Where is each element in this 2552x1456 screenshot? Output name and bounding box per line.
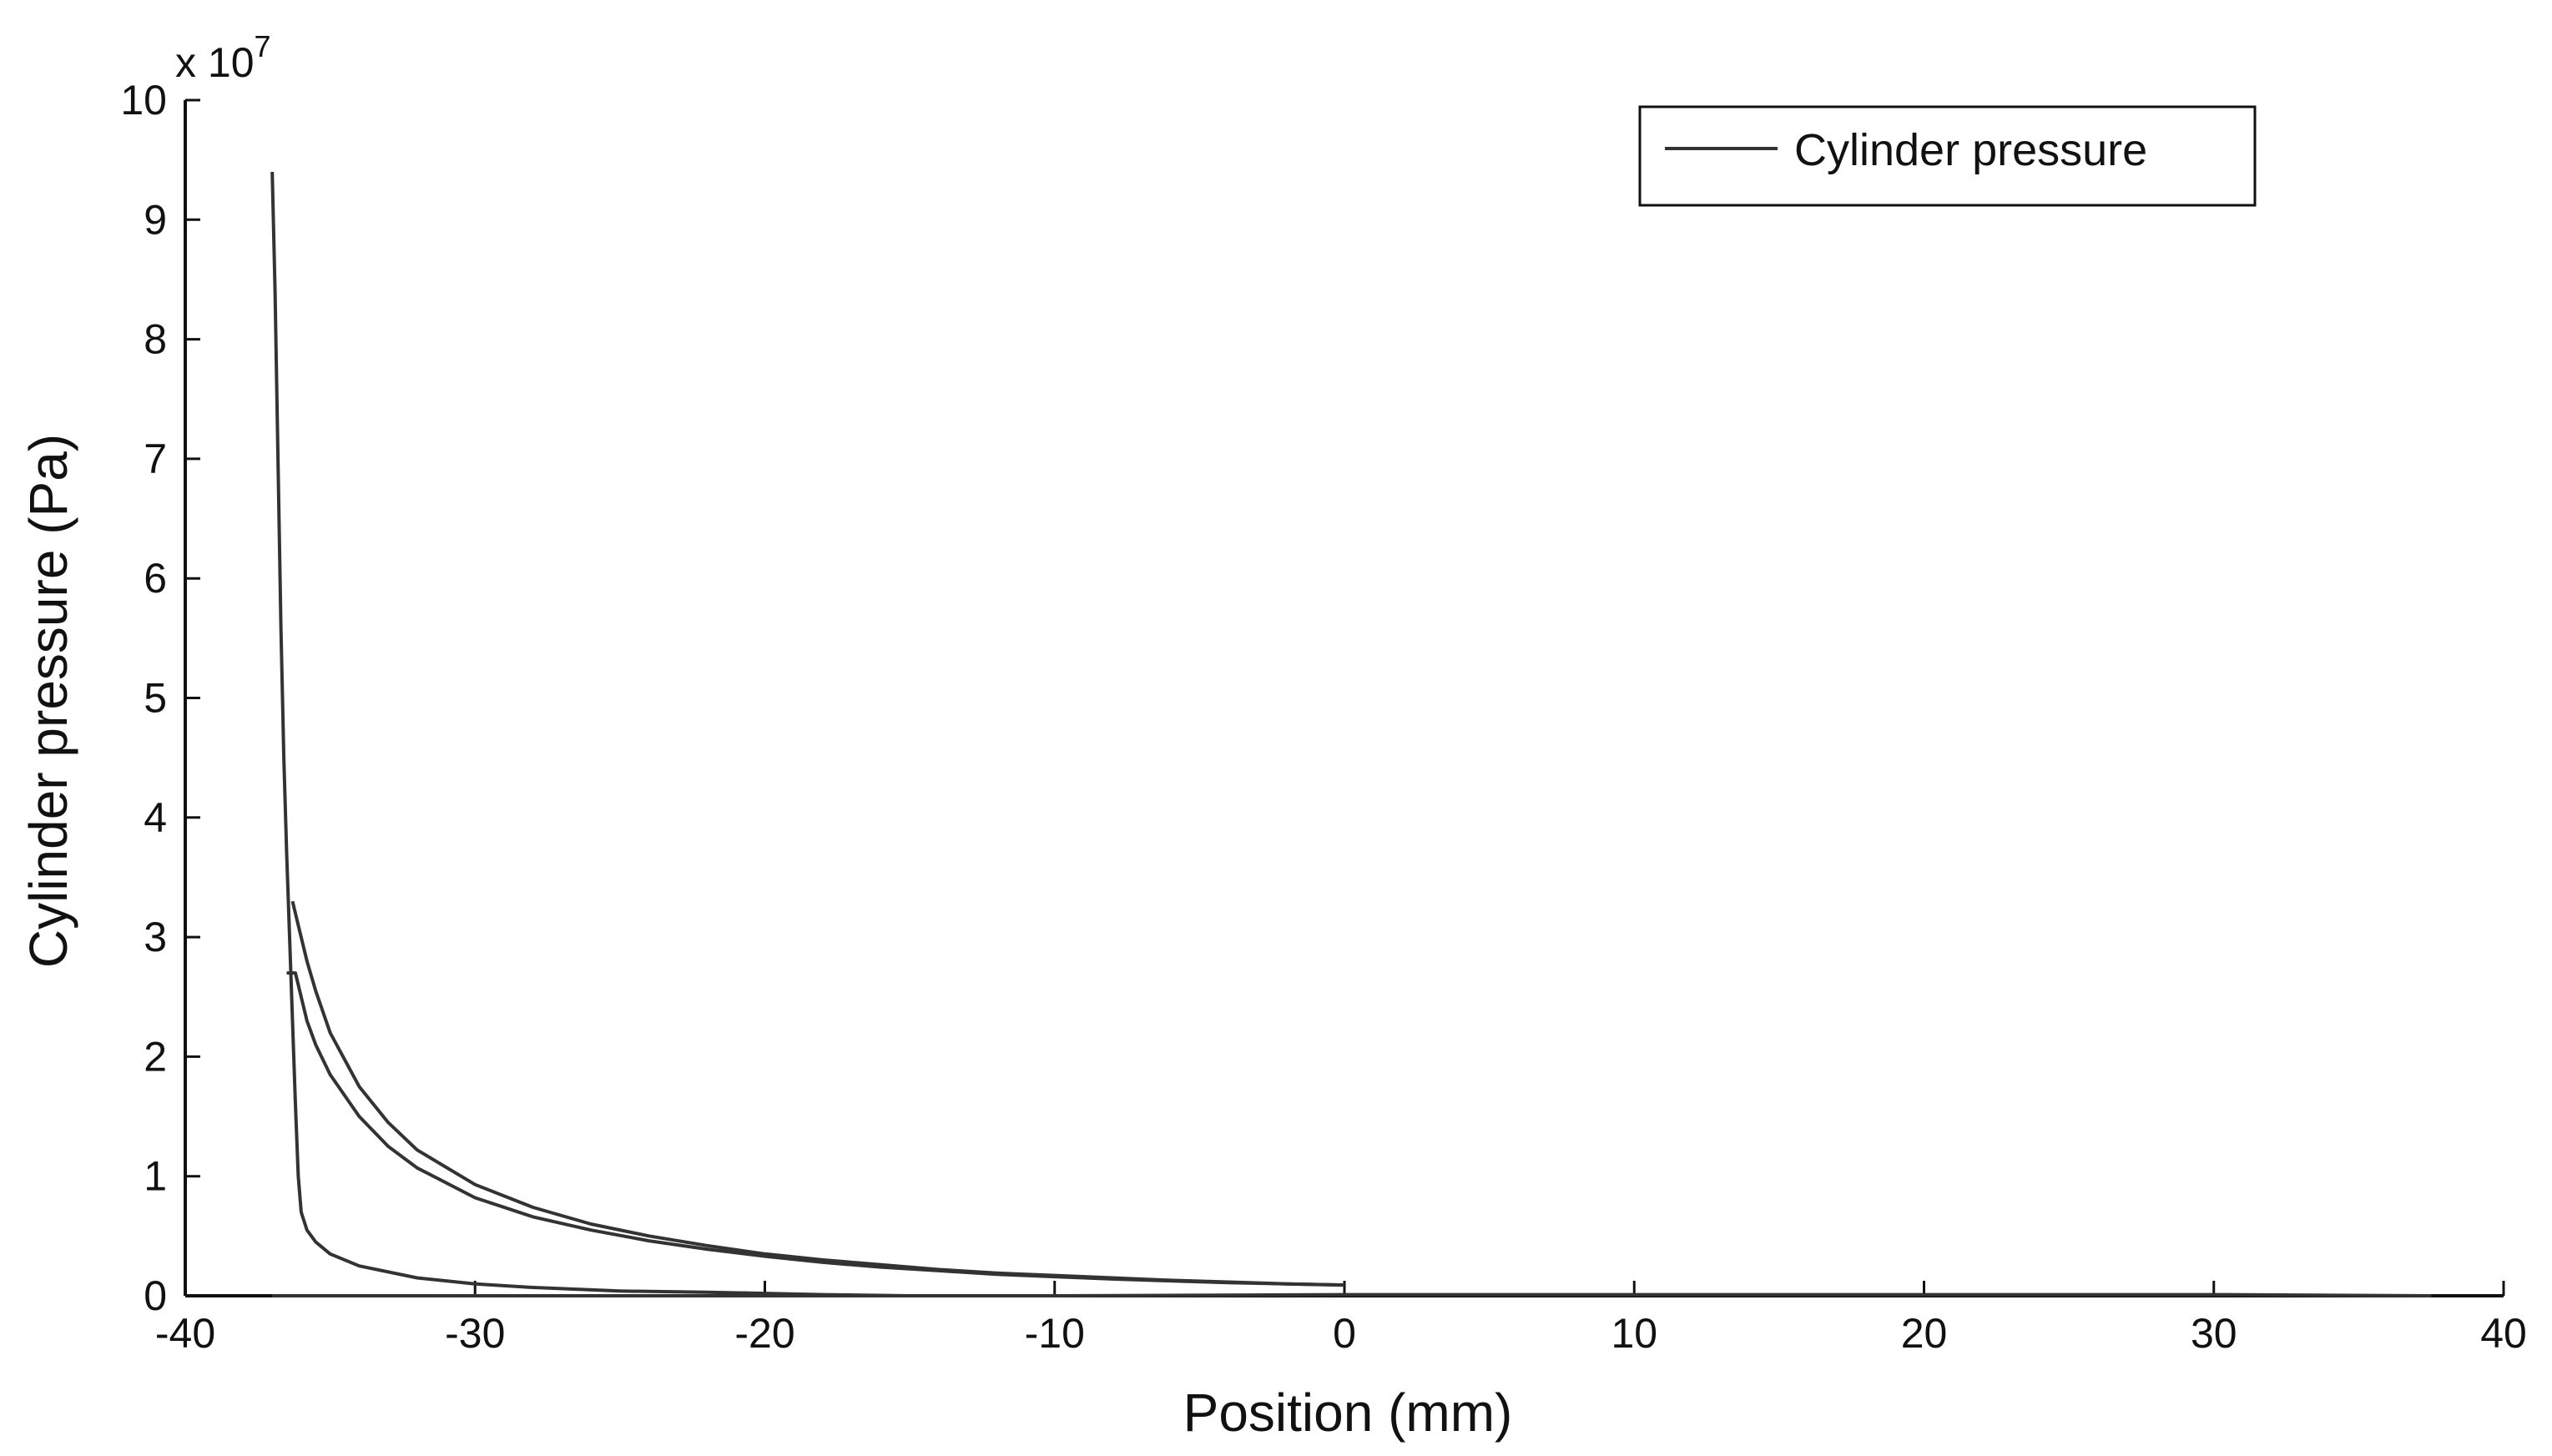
series-group [270,171,2432,1297]
legend-label: Cylinder pressure [1794,125,2147,175]
y-tick-label: 2 [144,1033,167,1080]
y-ticks: 0 1 2 3 4 5 6 7 8 9 10 [120,77,200,1319]
series-line [270,171,910,1297]
series-line [290,900,1345,1287]
legend-box [1638,105,2257,207]
x-ticks: -40 -30 -20 -10 0 10 20 30 40 [155,1281,2527,1357]
y-tick-label: 10 [120,77,167,123]
y-tick-label: 8 [144,316,167,363]
x-tick-label: 30 [2191,1310,2237,1357]
x-tick-label: -10 [1025,1310,1085,1357]
x-axis-title: Position (mm) [1183,1383,1513,1443]
x-tick-label: 20 [1901,1310,1948,1357]
y-tick-label: 7 [144,436,167,482]
y-tick-label: 1 [144,1153,167,1200]
series-line [272,1292,2432,1297]
x-tick-label: 0 [1333,1310,1356,1357]
series-line [286,971,1345,1287]
legend: Cylinder pressure [1638,105,2257,207]
y-tick-label: 9 [144,196,167,243]
x-tick-label: -20 [734,1310,794,1357]
y-axis-exponent-label: x 107 [175,29,271,86]
x-tick-label: -40 [155,1310,215,1357]
y-exponent-power: 7 [255,29,271,63]
y-tick-label: 3 [144,914,167,960]
x-tick-label: 10 [1611,1310,1657,1357]
x-tick-label: -30 [445,1310,505,1357]
plot-area: -40 -30 -20 -10 0 10 20 30 40 0 1 2 3 4 5 6 7 8 9 10 [120,77,2526,1357]
y-tick-label: 5 [144,675,167,722]
y-tick-label: 0 [144,1272,167,1319]
y-axis-title: Cylinder pressure (Pa) [18,434,78,968]
y-tick-label: 4 [144,794,167,841]
y-exponent-base: x 10 [175,39,255,86]
y-tick-label: 6 [144,555,167,602]
x-tick-label: 40 [2480,1310,2527,1357]
